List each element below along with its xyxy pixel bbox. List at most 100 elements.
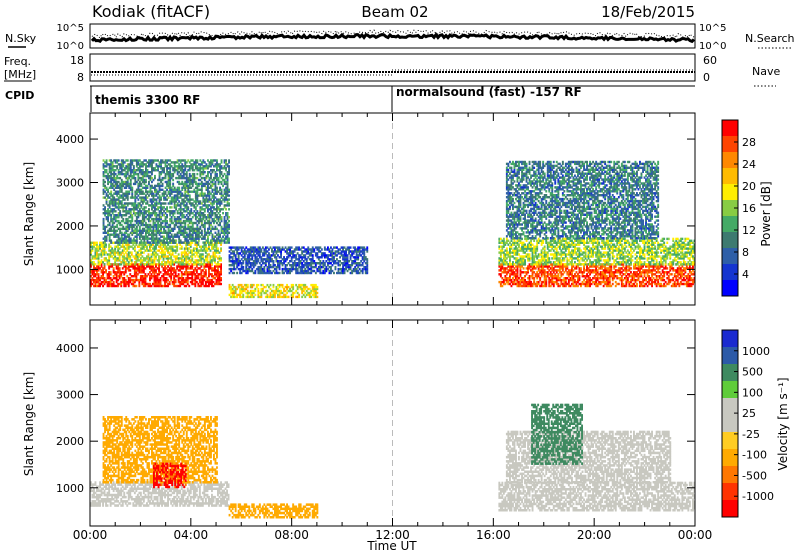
power-cell <box>188 176 191 180</box>
power-cell <box>151 225 153 229</box>
power-cell <box>201 263 204 266</box>
power-cell <box>149 227 152 231</box>
power-cell <box>149 271 151 274</box>
power-cell <box>150 255 153 258</box>
power-cell <box>164 284 166 288</box>
power-cell <box>139 265 142 268</box>
power-cell <box>310 254 313 257</box>
power-cell <box>105 239 108 242</box>
power-cell <box>173 210 176 213</box>
power-cell <box>141 259 144 262</box>
power-cell <box>135 217 138 221</box>
power-cell <box>158 284 160 288</box>
power-cell <box>237 293 240 297</box>
power-cell <box>182 267 185 270</box>
power-cell <box>185 243 188 246</box>
power-cell <box>193 178 196 182</box>
power-cell <box>237 256 240 259</box>
power-cell <box>178 217 181 221</box>
power-cell <box>295 254 298 257</box>
power-cell <box>313 293 316 297</box>
power-cell <box>104 161 106 164</box>
power-cell <box>313 295 316 299</box>
power-cell <box>129 269 132 272</box>
power-cell <box>169 190 172 193</box>
power-cell <box>257 293 260 297</box>
power-cell <box>278 250 281 253</box>
power-cell <box>333 262 335 265</box>
power-cell <box>196 188 199 191</box>
power-cell <box>158 202 161 205</box>
power-cell <box>216 159 218 162</box>
power-cell <box>176 210 179 213</box>
power-cell <box>271 248 273 251</box>
power-cell <box>533 271 536 274</box>
power-cell <box>302 283 305 287</box>
power-cell <box>123 241 126 244</box>
power-cell <box>181 171 184 174</box>
power-cell <box>93 267 95 270</box>
power-cell <box>343 246 346 249</box>
power-cell <box>125 239 128 242</box>
power-cell <box>173 219 176 223</box>
power-cell <box>116 198 119 201</box>
power-cell <box>114 249 117 252</box>
power-cell <box>240 265 243 269</box>
power-cell <box>163 169 165 172</box>
power-cell <box>286 283 288 287</box>
power-cell <box>533 265 536 268</box>
power-cell <box>143 198 146 201</box>
power-cell <box>135 163 138 166</box>
power-cell <box>314 265 317 269</box>
power-cell <box>199 178 202 182</box>
power-cell <box>345 252 347 255</box>
power-cell <box>214 216 217 219</box>
power-cell <box>169 163 172 166</box>
power-cell <box>135 169 138 172</box>
power-cell <box>149 259 151 262</box>
power-cell <box>115 257 118 260</box>
power-cell <box>249 258 252 261</box>
power-cell <box>175 208 178 211</box>
power-cell <box>157 196 159 199</box>
power-cell <box>233 267 236 271</box>
power-cell <box>258 254 261 257</box>
power-cell <box>170 233 173 236</box>
power-cell <box>251 293 254 297</box>
power-cell <box>117 241 120 244</box>
power-cell <box>158 186 161 189</box>
power-cell <box>521 277 523 280</box>
power-cell <box>220 188 223 191</box>
power-cell <box>248 265 251 269</box>
power-cell <box>102 253 104 256</box>
power-cell <box>114 169 117 172</box>
power-cell <box>131 239 134 242</box>
power-cell <box>323 267 326 271</box>
power-cell <box>236 252 239 255</box>
power-cell <box>239 267 242 271</box>
power-cell <box>111 200 114 203</box>
power-cell <box>260 271 263 275</box>
power-cell <box>150 269 153 272</box>
power-cell <box>505 273 508 276</box>
power-cell <box>108 229 111 232</box>
power-cell <box>220 172 223 176</box>
power-cell <box>364 267 367 271</box>
power-cell <box>190 237 193 240</box>
power-cell <box>139 263 142 266</box>
power-cell <box>257 267 260 271</box>
power-cell <box>137 223 140 227</box>
power-cell <box>198 273 201 276</box>
power-cell <box>516 273 519 276</box>
power-cell <box>155 216 158 219</box>
power-cell <box>149 233 152 236</box>
power-cell <box>173 204 176 207</box>
power-cell <box>194 186 197 189</box>
power-cell <box>142 277 145 280</box>
power-cell <box>199 165 202 168</box>
power-cell <box>251 262 254 265</box>
power-cell <box>94 280 97 284</box>
power-cell <box>311 256 314 259</box>
power-cell <box>105 188 108 191</box>
power-cell <box>176 188 179 191</box>
